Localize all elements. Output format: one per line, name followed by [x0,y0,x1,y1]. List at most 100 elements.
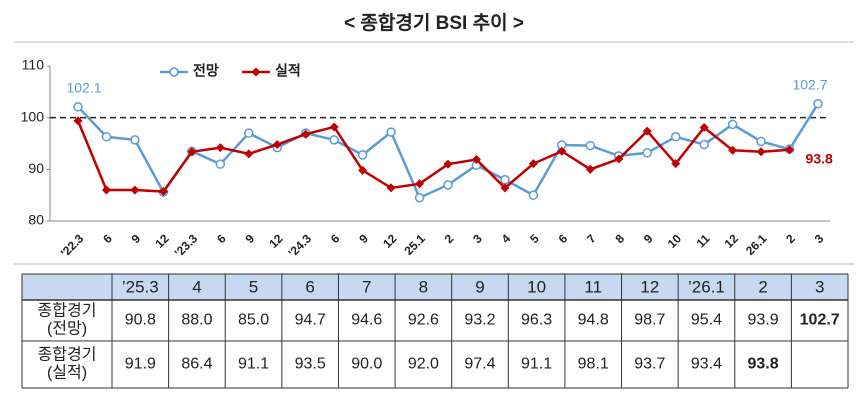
table-cell: 90.8 [125,312,156,329]
table-cell: 98.7 [634,312,665,329]
point [443,159,453,169]
x-tick-label: 9 [641,231,656,246]
x-tick-label: 12 [380,231,400,251]
point [358,165,368,175]
table-cell: 94.8 [578,312,609,329]
row-label: 종합경기 [38,346,97,364]
table-header: 8 [419,277,428,296]
point [251,67,261,77]
y-tick-label: 100 [21,108,45,124]
y-tick-label: 90 [28,160,44,176]
row-label: 종합경기 [38,302,97,320]
point [244,128,254,138]
table-cell: 86.4 [181,356,212,373]
x-tick-label: 9 [243,231,258,246]
point [727,119,738,130]
point [272,140,282,150]
point [614,154,624,164]
x-tick-label: 9 [356,231,371,246]
point [756,136,766,147]
x-tick-label: 2 [442,231,457,246]
point [528,159,538,169]
table-header: ’26.1 [688,277,725,296]
table-header: 6 [305,277,314,296]
legend-label: 실적 [275,63,301,79]
point [670,132,681,142]
point [329,135,339,145]
point [642,148,652,158]
table-cell: 93.4 [691,356,722,373]
data-label: 102.7 [792,76,827,92]
point [557,146,567,156]
legend-label: 전망 [193,63,219,79]
x-tick-label: 25.1 [401,231,428,258]
point [130,135,140,145]
x-tick-label: 9 [129,231,144,246]
point [386,127,396,137]
x-tick-label: 3 [812,231,827,246]
table-cell: 95.4 [691,312,722,329]
point [699,139,709,150]
x-tick-label: 2 [783,231,798,246]
point [471,155,481,165]
point [101,185,111,195]
x-tick-label: '23.3 [172,231,201,260]
point [443,180,453,190]
point [357,150,368,160]
table-cell: 90.0 [351,356,382,373]
table-cell: 93.8 [748,356,779,373]
table-header: ’25.3 [122,277,159,296]
point [585,140,596,151]
x-tick-label: 12 [152,231,172,251]
table-cell: 91.1 [238,356,269,373]
point [101,132,112,142]
x-tick-label: '22.3 [58,231,87,260]
row-label: (전망) [47,320,87,338]
x-tick-label: 6 [214,231,229,246]
x-tick-label: 26.1 [743,231,770,258]
point [585,164,595,174]
point [386,183,396,193]
table-header: 2 [758,277,767,296]
point [130,185,140,195]
table-header-bg [22,274,848,300]
table-cell: 85.0 [238,312,269,329]
table-header: 3 [815,277,824,296]
table-cell: 94.7 [295,312,326,329]
x-tick-label: 6 [556,231,571,246]
point [500,183,510,193]
point [813,98,823,109]
table-header: 5 [249,277,258,296]
data-label: 93.8 [806,150,833,166]
data-label: 102.1 [66,80,101,96]
table-cell: 91.9 [125,356,156,373]
table-header: 4 [192,277,201,296]
point [756,147,766,157]
x-tick-label: 6 [328,231,343,246]
point [500,174,510,185]
x-tick-label: '24.3 [286,231,315,260]
point [329,122,339,132]
x-tick-label: 12 [722,231,742,251]
series-line [76,120,790,193]
x-tick-label: 3 [470,231,485,246]
point [169,67,179,77]
point [528,190,539,200]
point [187,147,197,157]
point [699,122,709,132]
table-header: 7 [362,277,371,296]
table-cell: 102.7 [800,312,840,329]
table-cell: 96.3 [521,312,552,329]
point [215,159,226,169]
table-cell: 93.2 [464,312,495,329]
x-tick-label: 12 [266,231,286,251]
x-tick-label: 4 [499,231,514,246]
table-header: 12 [640,277,659,296]
point [158,187,168,197]
point [215,143,225,153]
y-tick-label: 110 [22,57,45,73]
table-cell: 97.4 [464,356,495,373]
point [642,126,652,136]
x-tick-label: 6 [100,231,115,246]
